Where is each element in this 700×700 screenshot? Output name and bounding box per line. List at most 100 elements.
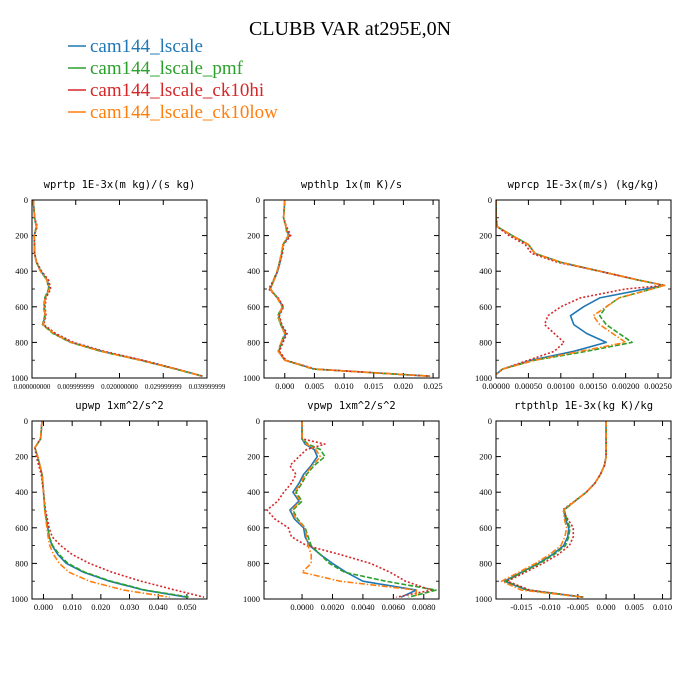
x-tick-label: 0.010 (63, 602, 82, 612)
y-tick-label: 200 (247, 452, 260, 462)
y-tick-label: 1000 (475, 373, 492, 383)
y-tick-label: 400 (479, 266, 492, 276)
series-line (269, 200, 431, 377)
panel-title: wprtp 1E-3x(m kg)/(s kg) (44, 179, 196, 191)
panel-grid: wprtp 1E-3x(m kg)/(s kg) 0 200 400 600 800 100… (11, 179, 672, 612)
legend-entry: cam144_lscale_pmf (68, 58, 244, 79)
series-group (32, 200, 203, 377)
series-line (506, 421, 607, 598)
x-tick-label: 0.00200 (612, 381, 640, 391)
series-line (32, 200, 203, 377)
legend-label: cam144_lscale_pmf (90, 58, 244, 79)
y-tick-label: 200 (479, 231, 492, 241)
y-tick-label: 0 (488, 416, 492, 426)
plot-frame (263, 420, 440, 600)
x-tick-label: 0.000000000 (14, 383, 51, 391)
series-line (32, 200, 203, 377)
y-tick-label: 1000 (243, 373, 260, 383)
x-tick-label: 0.020 (394, 381, 413, 391)
x-tick-label: -0.015 (510, 602, 532, 612)
y-tick-label: 1000 (11, 594, 28, 604)
x-tick-label: 0.030 (120, 602, 139, 612)
series-line (34, 421, 170, 598)
y-tick-label: 1000 (243, 594, 260, 604)
x-tick-label: 0.0000 (290, 602, 313, 612)
legend-label: cam144_lscale_ck10hi (90, 80, 264, 101)
y-tick-label: 400 (247, 487, 260, 497)
legend-entry: cam144_lscale (68, 36, 203, 57)
series-line (503, 421, 607, 598)
x-tick-label: 0.039999999 (189, 383, 226, 391)
y-tick-label: 400 (15, 266, 28, 276)
y-tick-label: 200 (247, 231, 260, 241)
y-tick-label: 600 (15, 523, 28, 533)
panel-title: rtpthlp 1E-3x(kg K)/kg (514, 400, 653, 412)
series-line (34, 421, 205, 598)
panel-title: vpwp 1xm^2/s^2 (307, 400, 396, 412)
x-tick-label: 0.00150 (579, 381, 607, 391)
series-line (32, 200, 203, 377)
chart-panel: wprcp 1E-3x(m/s) (kg/kg) 0 200 400 600 800 100… (475, 179, 672, 391)
y-tick-label: 1000 (11, 373, 28, 383)
series-line (504, 421, 607, 598)
plot-frame (31, 199, 208, 379)
y-tick-label: 800 (15, 558, 28, 568)
series-line (292, 421, 437, 598)
x-tick-label: 0.040 (149, 602, 168, 612)
x-tick-label: 0.029999999 (145, 383, 182, 391)
plot-frame (495, 420, 672, 600)
x-tick-label: 0.050 (177, 602, 196, 612)
y-tick-label: 0 (256, 416, 260, 426)
legend-label: cam144_lscale (90, 36, 203, 57)
chart-panel: wprtp 1E-3x(m kg)/(s kg) 0 200 400 600 800 100… (11, 179, 226, 391)
x-tick-label: 0.0040 (351, 602, 374, 612)
series-group (34, 421, 205, 598)
x-tick-label: 0.020000000 (101, 383, 138, 391)
series-line (34, 421, 190, 598)
x-tick-label: 0.0080 (412, 602, 435, 612)
series-line (269, 200, 431, 377)
y-tick-label: 0 (24, 195, 28, 205)
legend-label: cam144_lscale_ck10low (90, 102, 278, 123)
x-tick-label: -0.005 (567, 602, 589, 612)
y-tick-label: 0 (24, 416, 28, 426)
figure-title: CLUBB VAR at295E,0N (249, 18, 451, 40)
series-line (266, 421, 433, 598)
y-tick-label: 0 (488, 195, 492, 205)
x-tick-label: 0.00100 (547, 381, 575, 391)
plot-frame (31, 420, 208, 600)
y-tick-label: 600 (479, 523, 492, 533)
y-tick-label: 200 (15, 231, 28, 241)
y-tick-label: 800 (479, 558, 492, 568)
plot-frame (495, 199, 672, 379)
x-tick-label: 0.000 (597, 602, 616, 612)
x-tick-label: 0.0060 (382, 602, 405, 612)
y-tick-label: 600 (247, 302, 260, 312)
series-group (266, 421, 437, 598)
x-tick-label: 0.000 (275, 381, 294, 391)
series-group (500, 421, 607, 598)
y-tick-label: 800 (247, 337, 260, 347)
y-tick-label: 0 (256, 195, 260, 205)
series-line (500, 421, 607, 598)
x-tick-label: 0.0020 (321, 602, 344, 612)
series-line (496, 200, 666, 376)
x-tick-label: 0.010 (335, 381, 354, 391)
x-tick-label: 0.005 (305, 381, 324, 391)
chart-panel: wpthlp 1x(m K)/s 0 200 400 600 800 1000 0.000 0.… (243, 179, 443, 391)
plot-frame (263, 199, 440, 379)
x-tick-label: 0.00000 (482, 381, 510, 391)
series-line (269, 200, 431, 377)
series-line (289, 421, 418, 598)
y-tick-label: 400 (15, 487, 28, 497)
series-line (34, 421, 188, 598)
legend-entry: cam144_lscale_ck10low (68, 102, 278, 123)
y-tick-label: 600 (15, 302, 28, 312)
legend: cam144_lscalecam144_lscale_pmfcam144_lsc… (68, 36, 278, 123)
series-line (32, 200, 203, 377)
y-tick-label: 200 (15, 452, 28, 462)
y-tick-label: 800 (15, 337, 28, 347)
series-group (496, 200, 666, 376)
y-tick-label: 800 (247, 558, 260, 568)
